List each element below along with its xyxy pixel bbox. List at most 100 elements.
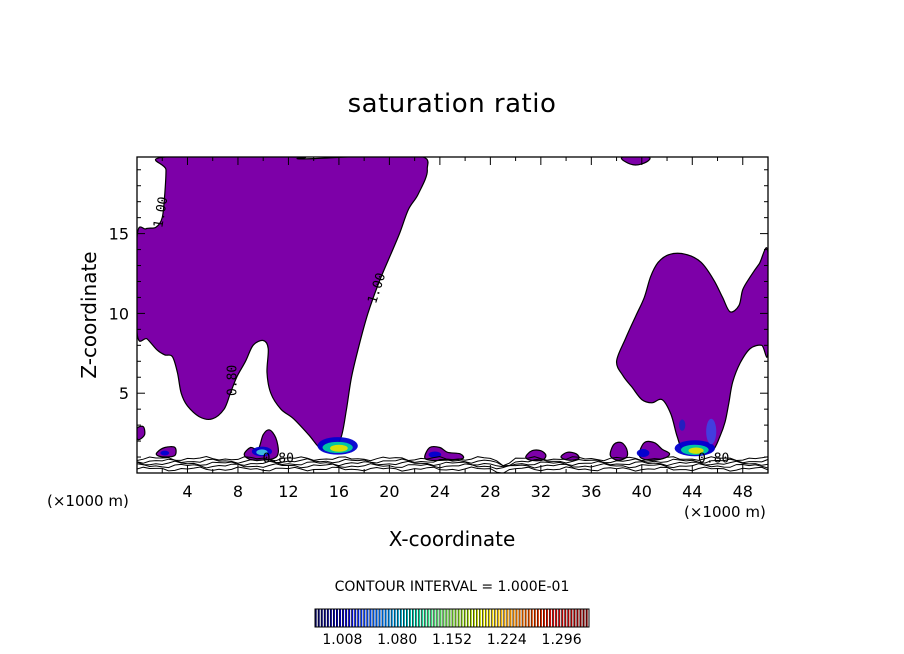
colorbar-stripe [497, 609, 500, 627]
colorbar-stripe [433, 609, 436, 627]
colorbar-stripe [330, 609, 332, 627]
colorbar-stripe [503, 609, 506, 627]
colorbar-stripe [488, 609, 491, 627]
plot-frame [136, 156, 769, 474]
colorbar-tick-label: 1.008 [322, 632, 362, 648]
hot-spot-5 [256, 449, 268, 456]
x-tick-label: 48 [733, 482, 753, 501]
colorbar-stripe [375, 609, 378, 627]
colorbar-stripe [537, 609, 539, 627]
colorbar-stripe [564, 609, 567, 627]
x-tick-label: 20 [379, 482, 399, 501]
colorbar-stripe [427, 609, 430, 627]
colorbar-stripe [348, 609, 351, 627]
hot-spot-9 [706, 418, 717, 445]
contour-label-4: 0.80 [263, 452, 294, 467]
colorbar-stripe [372, 609, 375, 627]
colorbar-stripe [445, 609, 448, 627]
colorbar [314, 608, 590, 628]
plot-area [137, 157, 768, 473]
colorbar-stripe [406, 609, 408, 627]
colorbar-stripe [458, 609, 460, 627]
hot-spot-12 [428, 451, 442, 458]
colorbar-stripe [366, 609, 369, 627]
colorbar-stripe [531, 609, 533, 627]
colorbar-stripe [522, 609, 524, 627]
blob-x34 [560, 451, 580, 461]
colorbar-stripe [500, 609, 503, 627]
y-tick-label: 15 [109, 225, 129, 244]
colorbar-stripe [561, 609, 564, 627]
colorbar-stripe [515, 609, 518, 627]
colorbar-stripe [552, 609, 555, 627]
hot-spot-11 [636, 449, 650, 458]
supersaturation-hot-spots [160, 418, 717, 458]
colorbar-stripe [324, 609, 326, 627]
colorbar-stripe [512, 609, 515, 627]
colorbar-stripe [585, 609, 588, 627]
colorbar-stripe [543, 609, 545, 627]
colorbar-stripe [509, 609, 512, 627]
colorbar-stripe [333, 609, 335, 627]
blob-x38 [609, 441, 629, 461]
y-axis-label: Z-coordinate [77, 251, 101, 378]
x-tick-label: 8 [233, 482, 243, 501]
colorbar-stripe [418, 609, 421, 627]
colorbar-frame [314, 608, 590, 628]
x-tick-label: 28 [480, 482, 500, 501]
colorbar-stripe [549, 609, 552, 627]
x-tick-label: 32 [531, 482, 551, 501]
x-unit-label-left: (×1000 m) [47, 492, 129, 510]
colorbar-tick-label: 1.296 [542, 632, 582, 648]
colorbar-stripe [452, 609, 454, 627]
colorbar-stripe [360, 609, 363, 627]
colorbar-stripe [567, 609, 570, 627]
colorbar-stripe [436, 609, 439, 627]
colorbar-stripe [388, 609, 390, 627]
contour-interval-text: CONTOUR INTERVAL = 1.000E-01 [335, 579, 570, 595]
surface-contour-line-1 [137, 466, 768, 473]
surface-contour-line-5 [137, 455, 768, 467]
colorbar-stripe [546, 609, 549, 627]
colorbar-stripe [579, 609, 582, 627]
colorbar-stripe [397, 609, 399, 627]
x-axis-ticks: 4 8 12 16 20 24 28 32 36 40 44 48 [161, 157, 753, 501]
colorbar-stripe [534, 609, 536, 627]
contour-label-3: 0.80 [226, 365, 241, 396]
colorbar-stripe [518, 609, 521, 627]
colorbar-tick-labels: 1.008 1.080 1.152 1.224 1.296 [322, 632, 581, 648]
colorbar-stripe [357, 609, 360, 627]
colorbar-stripe [327, 609, 329, 627]
right-saturated-region [615, 247, 768, 455]
colorbar-stripe [464, 609, 466, 627]
colorbar-stripe [412, 609, 415, 627]
colorbar-stripe [430, 609, 433, 627]
hot-spot-3 [330, 444, 348, 452]
hot-spot-13 [160, 450, 170, 456]
colorbar-stripe [442, 609, 445, 627]
saturated-regions [137, 157, 768, 462]
surface-contour-line-4 [137, 458, 768, 467]
contour-label-1: 1.00 [151, 196, 171, 229]
colorbar-stripe [369, 609, 372, 627]
top-right-blob [620, 157, 651, 166]
colorbar-stripe [321, 609, 323, 627]
colorbar-stripe [476, 609, 479, 627]
colorbar-stripe [525, 609, 527, 627]
colorbar-stripe [381, 609, 384, 627]
colorbar-stripe [528, 609, 530, 627]
colorbar-stripe [506, 609, 509, 627]
colorbar-stripe [351, 609, 354, 627]
colorbar-stripe [582, 609, 585, 627]
colorbar-stripe [491, 609, 494, 627]
colorbar-stripe [470, 609, 472, 627]
left-saturated-region [137, 157, 429, 451]
colorbar-stripe [573, 609, 576, 627]
colorbar-tick-label: 1.224 [487, 632, 527, 648]
colorbar-stripe [558, 609, 561, 627]
colorbar-stripe [494, 609, 497, 627]
colorbar-stripe [342, 609, 345, 627]
near-surface-contours [137, 455, 768, 473]
colorbar-stripe [485, 609, 488, 627]
colorbar-stripe [479, 609, 482, 627]
